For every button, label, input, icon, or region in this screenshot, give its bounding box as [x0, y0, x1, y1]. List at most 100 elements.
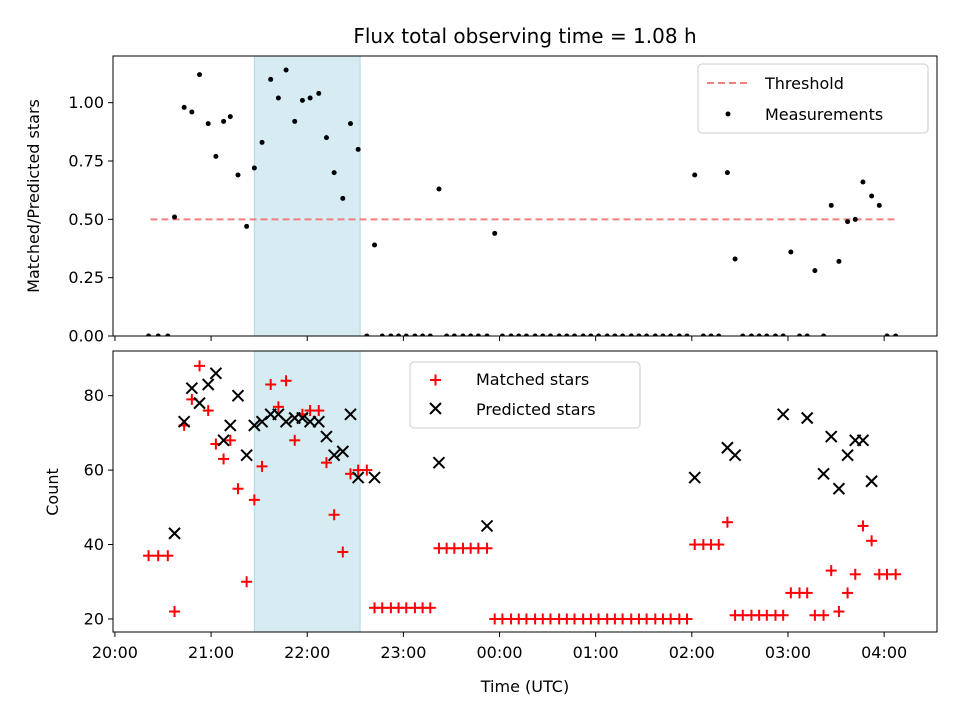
matched-star-marker [721, 516, 733, 528]
bottom-x-tick-label: 20:00 [92, 643, 138, 662]
measurement-point [451, 333, 457, 336]
predicted-star-marker [344, 408, 357, 421]
measurement-point [869, 193, 875, 199]
matched-star-marker [328, 509, 340, 521]
legend-predicted-label: Predicted stars [476, 400, 596, 419]
bottom-y-tick-label: 60 [84, 461, 104, 480]
bottom-x-tick-label: 22:00 [284, 643, 330, 662]
bottom-x-tick-label: 00:00 [476, 643, 522, 662]
predicted-star-marker [776, 408, 790, 421]
measurement-point [748, 333, 754, 336]
bottom-y-tick-label: 20 [84, 609, 104, 628]
bottom-x-tick-label: 02:00 [669, 643, 715, 662]
legend-matched-label: Matched stars [476, 370, 589, 389]
matched-star-marker [232, 483, 244, 495]
measurement-point [181, 104, 187, 110]
matched-star-marker [256, 460, 268, 472]
top-x-ticks [114, 336, 885, 341]
predicted-star-marker [185, 382, 199, 395]
legend-measurements-label: Measurements [765, 105, 883, 124]
matched-star-marker [162, 550, 174, 562]
matched-star-marker [289, 434, 301, 446]
matched-star-marker [713, 539, 725, 551]
matched-star-marker [361, 464, 373, 476]
top-axes-frame [112, 55, 938, 337]
predicted-star-marker [209, 367, 223, 380]
measurement-point [764, 333, 770, 336]
measurement-point [221, 118, 227, 124]
top-y-tick-label: 0.00 [68, 327, 104, 346]
measurement-point [508, 333, 514, 336]
legend-matched-swatch [430, 374, 441, 386]
measurement-point [708, 333, 714, 336]
bottom-x-tick-label: 03:00 [765, 643, 811, 662]
measurement-point [484, 333, 490, 336]
matched-star-marker [337, 546, 349, 558]
bottom-x-tick-label: 04:00 [861, 643, 907, 662]
matched-star-marker [218, 453, 230, 465]
measurement-point [788, 249, 794, 255]
measurement-point [292, 118, 298, 124]
predicted-star-marker [368, 471, 381, 484]
measurement-point [852, 216, 858, 222]
measurement-point [444, 333, 450, 336]
measurement-point [268, 76, 274, 82]
measurement-point [355, 146, 361, 152]
predicted-star-marker [351, 471, 365, 484]
measurement-point [564, 333, 570, 336]
measurement-point [316, 90, 322, 96]
legend-predicted-swatch [429, 402, 442, 415]
matched-star-marker [681, 613, 693, 625]
matched-star-marker [241, 576, 253, 588]
legend-threshold-label: Threshold [764, 74, 844, 93]
top-legend: Threshold Measurements [697, 63, 929, 134]
measurement-point [205, 121, 211, 127]
matched-star-marker [818, 609, 830, 621]
matched-star-marker [801, 587, 813, 599]
measurement-point [821, 333, 827, 336]
bottom-panel: 20 40 60 80 20:00 21:00 22:00 23:00 00:00 01:00 0… [43, 350, 938, 696]
measurement-point [876, 202, 882, 208]
bottom-shaded-span [253, 350, 361, 633]
measurement-point [475, 333, 481, 336]
predicted-star-marker [432, 456, 446, 469]
measurement-point [323, 135, 329, 141]
predicted-star-marker [728, 449, 742, 462]
predicted-star-marker [231, 389, 245, 402]
measurement-point [516, 333, 522, 336]
predicted-star-marker [177, 415, 191, 428]
measurement-point [532, 333, 538, 336]
measurement-point [620, 333, 626, 336]
matched-star-marker [202, 405, 214, 417]
measurement-point [235, 172, 241, 178]
bottom-y-axis-label: Count [43, 468, 62, 516]
measurement-point [412, 333, 418, 336]
predicted-star-marker [296, 411, 309, 425]
measurement-point [572, 333, 578, 336]
measurement-point [716, 333, 722, 336]
predicted-star-marker [217, 434, 230, 447]
bottom-axes-frame [112, 350, 938, 633]
legend-measurements-swatch [725, 111, 731, 117]
measurement-point [283, 67, 289, 73]
matched-stars-points [143, 360, 902, 625]
measurement-point [828, 202, 834, 208]
measurement-point [436, 186, 442, 192]
figure-title: Flux total observing time = 1.08 h [353, 24, 696, 48]
measurement-point [244, 223, 250, 229]
measurement-point [331, 170, 337, 176]
measurement-point [540, 333, 546, 336]
top-panel: 0.00 0.25 0.50 0.75 1.00 Matched/Predicted s… [24, 55, 938, 346]
matched-star-marker [825, 565, 837, 577]
matched-star-marker [890, 568, 902, 580]
top-y-tick-label: 0.25 [68, 268, 104, 287]
measurement-point [499, 333, 505, 336]
measurement-point [732, 256, 738, 262]
predicted-star-marker [800, 411, 814, 425]
measurement-point [307, 95, 313, 101]
predicted-star-marker [279, 415, 293, 428]
measurement-point [797, 333, 803, 336]
measurement-point [347, 121, 353, 127]
measurement-point [372, 242, 378, 248]
